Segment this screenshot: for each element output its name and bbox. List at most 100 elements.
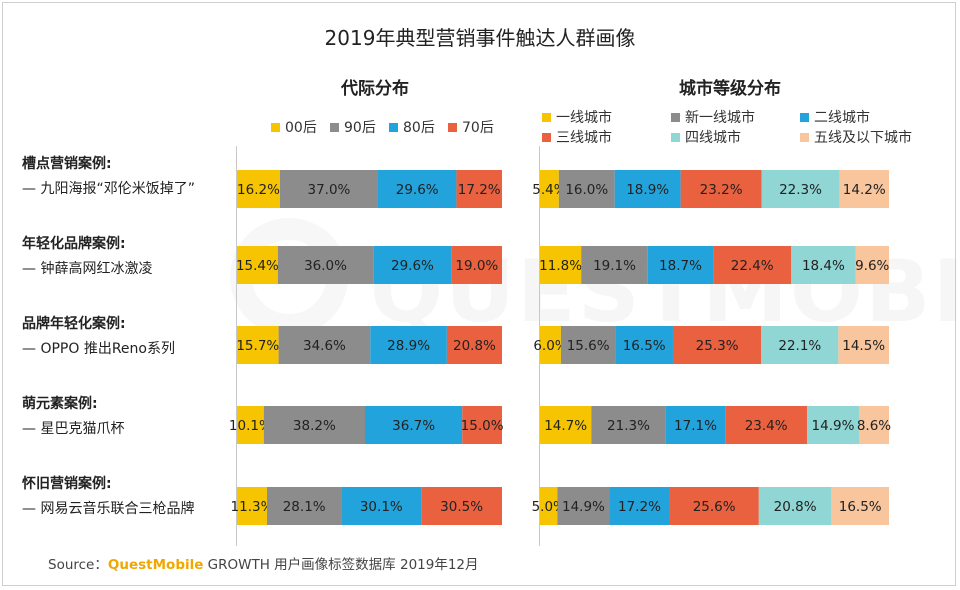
case-subtitle-4: — 星巴克猫爪杯 xyxy=(22,421,125,437)
legend-swatch-80 xyxy=(389,122,398,132)
source-brand: QuestMobile xyxy=(107,557,204,573)
city-bar-label-row4-seg3: 17.1% xyxy=(674,418,717,434)
gen-bar-label-row3-seg1: 15.7% xyxy=(236,338,279,354)
city-bar-row2-seg3 xyxy=(647,246,714,284)
city-bar-label-row1-seg6: 14.2% xyxy=(843,182,886,198)
gen-bar-row1-seg1 xyxy=(237,170,280,208)
city-bar-row3-seg2 xyxy=(560,326,616,364)
city-bar-row3-seg1 xyxy=(540,326,561,364)
gen-bar-label-row4-seg4: 15.0% xyxy=(461,418,504,434)
source-rest: GROWTH 用户画像标签数据库 2019年12月 xyxy=(203,557,479,573)
case-title-3: 品牌年轻化案例: xyxy=(22,316,126,332)
city-bar-label-row2-seg2: 19.1% xyxy=(593,258,636,274)
gen-bar-label-row3-seg4: 20.8% xyxy=(453,338,496,354)
city-bar-row5-seg6 xyxy=(831,487,889,525)
city-bar-label-row4-seg1: 14.7% xyxy=(544,418,587,434)
gen-bar-row5-seg1 xyxy=(237,487,267,525)
legend-swatch-tier5 xyxy=(800,132,809,142)
gen-bar-row5-seg3 xyxy=(341,487,422,525)
case-title-5: 怀旧营销案例: xyxy=(22,476,112,492)
gen-bar-row2-seg2 xyxy=(277,246,374,284)
city-bar-row2-seg2 xyxy=(581,246,648,284)
city-bar-label-row5-seg6: 16.5% xyxy=(839,499,882,515)
city-bar-label-row1-seg1: 5.4% xyxy=(532,182,566,198)
gen-bar-label-row1-seg2: 37.0% xyxy=(308,182,351,198)
city-bar-row1-seg3 xyxy=(614,170,681,208)
gen-bar-row4-seg3 xyxy=(364,406,463,444)
city-tier-axis-line xyxy=(539,146,540,546)
gen-bar-row3-seg4 xyxy=(446,326,502,364)
city-bar-row4-seg1 xyxy=(540,406,592,444)
legend-swatch-new-tier1 xyxy=(671,112,680,122)
city-bar-row4-seg3 xyxy=(665,406,726,444)
city-bar-label-row3-seg6: 14.5% xyxy=(842,338,885,354)
city-bar-label-row5-seg5: 20.8% xyxy=(774,499,817,515)
city-bar-label-row3-seg1: 6.0% xyxy=(533,338,567,354)
legend-item-00: 00后 xyxy=(271,117,317,137)
gen-bar-label-row4-seg2: 38.2% xyxy=(293,418,336,434)
case-subtitle-1: — 九阳海报“邓伦米饭掉了” xyxy=(22,181,195,197)
city-bar-label-row4-seg5: 14.9% xyxy=(812,418,855,434)
legend-item-70: 70后 xyxy=(448,117,494,137)
gen-bar-row2-seg4 xyxy=(451,246,502,284)
city-bar-label-row1-seg3: 18.9% xyxy=(626,182,669,198)
city-bar-label-row5-seg2: 14.9% xyxy=(562,499,605,515)
city-bar-label-row3-seg5: 22.1% xyxy=(778,338,821,354)
legend-label-tier5: 五线及以下城市 xyxy=(814,130,912,146)
city-bar-row1-seg4 xyxy=(680,170,762,208)
city-bar-label-row5-seg4: 25.6% xyxy=(693,499,736,515)
legend-swatch-00 xyxy=(271,122,280,132)
gen-bar-row3-seg1 xyxy=(237,326,279,364)
legend-item-new-tier1: 新一线城市 xyxy=(671,107,755,127)
city-bar-label-row2-seg4: 22.4% xyxy=(731,258,774,274)
legend-swatch-tier1 xyxy=(542,112,551,122)
city-bar-label-row2-seg1: 11.8% xyxy=(539,258,582,274)
gen-bar-label-row1-seg4: 17.2% xyxy=(458,182,501,198)
legend-swatch-90 xyxy=(330,122,339,132)
city-bar-row2-seg1 xyxy=(540,246,582,284)
gen-bar-label-row2-seg3: 29.6% xyxy=(391,258,434,274)
gen-bar-label-row1-seg1: 16.2% xyxy=(237,182,280,198)
city-bar-label-row2-seg3: 18.7% xyxy=(659,258,702,274)
gen-bar-label-row5-seg1: 11.3% xyxy=(231,499,274,515)
gen-bar-label-row4-seg1: 10.1% xyxy=(229,418,272,434)
city-bar-row5-seg4 xyxy=(669,487,759,525)
city-bar-row1-seg6 xyxy=(839,170,889,208)
gen-bar-label-row2-seg4: 19.0% xyxy=(455,258,498,274)
city-bar-row3-seg6 xyxy=(838,326,889,364)
gen-bar-row4-seg2 xyxy=(263,406,365,444)
gen-bar-row2-seg3 xyxy=(373,246,452,284)
city-bar-label-row2-seg6: 9.6% xyxy=(855,258,889,274)
case-subtitle-5: — 网易云音乐联合三枪品牌 xyxy=(22,501,195,517)
city-bar-row2-seg4 xyxy=(713,246,792,284)
gen-bar-label-row5-seg3: 30.1% xyxy=(360,499,403,515)
legend-label-new-tier1: 新一线城市 xyxy=(685,110,755,126)
city-bar-label-row4-seg4: 23.4% xyxy=(745,418,788,434)
gen-bar-row5-seg2 xyxy=(266,487,342,525)
legend-label-tier2: 二线城市 xyxy=(814,110,870,126)
city-bar-row5-seg2 xyxy=(557,487,610,525)
gen-bar-row1-seg4 xyxy=(456,170,502,208)
gen-bar-label-row2-seg2: 36.0% xyxy=(304,258,347,274)
city-bar-label-row5-seg3: 17.2% xyxy=(618,499,661,515)
legend-label-tier1: 一线城市 xyxy=(556,110,612,126)
gen-bar-row5-seg4 xyxy=(421,487,502,525)
city-bar-row3-seg3 xyxy=(615,326,673,364)
city-bar-row2-seg5 xyxy=(791,246,856,284)
city-bar-label-row3-seg4: 25.3% xyxy=(696,338,739,354)
gen-bar-label-row1-seg3: 29.6% xyxy=(396,182,439,198)
case-subtitle-3: — OPPO 推出Reno系列 xyxy=(22,341,175,357)
legend-item-80: 80后 xyxy=(389,117,435,137)
city-bar-row3-seg5 xyxy=(761,326,839,364)
generation-axis-line xyxy=(236,146,237,546)
city-bar-label-row2-seg5: 18.4% xyxy=(802,258,845,274)
city-bar-label-row1-seg4: 23.2% xyxy=(700,182,743,198)
gen-bar-row1-seg2 xyxy=(279,170,378,208)
case-title-4: 萌元素案例: xyxy=(22,396,98,412)
legend-label-90: 90后 xyxy=(344,120,376,136)
case-subtitle-2: — 钟薛高网红冰激凌 xyxy=(22,261,153,277)
gen-bar-label-row3-seg3: 28.9% xyxy=(387,338,430,354)
source-note: Source：QuestMobile GROWTH 用户画像标签数据库 2019… xyxy=(48,553,479,573)
